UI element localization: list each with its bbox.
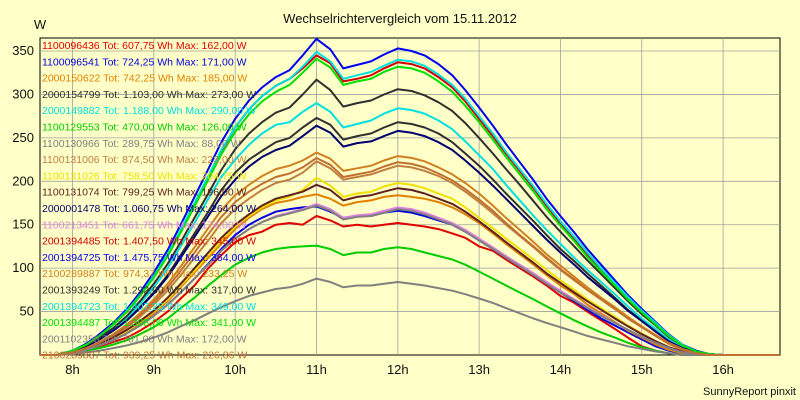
legend-entry: 2000149882 Tot: 1.188,00 Wh Max: 290,00 … — [42, 105, 256, 117]
legend-entry: 1100131006 Tot: 874,50 Wh Max: 223,00 W — [42, 154, 247, 166]
y-tick-label: 100 — [12, 260, 34, 275]
x-tick-label: 12h — [387, 362, 409, 377]
y-tick-label: 200 — [12, 173, 34, 188]
series-line-3 — [40, 193, 780, 356]
series-line-5 — [40, 102, 780, 356]
series-line-19 — [40, 204, 780, 356]
legend-entry: 1100096436 Tot: 607,75 Wh Max: 162,00 W — [42, 40, 247, 52]
legend-entry: 1100213451 Tot: 661,75 Wh Max: 174,00 W — [42, 219, 247, 231]
legend-entry: 1100131074 Tot: 799,25 Wh Max: 196,00 W — [42, 187, 247, 199]
chart-title: Wechselrichtervergleich vom 15.11.2012 — [283, 11, 517, 26]
y-tick-label: 250 — [12, 130, 34, 145]
legend-entry: 2100289887 Tot: 974,37 Wh Max: 233,25 W — [42, 268, 247, 280]
legend-entry: 2001102358 Tot: 701,00 Wh Max: 172,00 W — [42, 333, 247, 345]
legend-entry: 2000154799 Tot: 1.103,00 Wh Max: 273,00 … — [42, 89, 256, 101]
x-tick-label: 9h — [147, 362, 161, 377]
series-line-20 — [40, 157, 780, 356]
legend-entry: 2001393249 Tot: 1.292,00 Wh Max: 317,00 … — [42, 285, 256, 297]
x-tick-label: 8h — [65, 362, 79, 377]
y-tick-label: 150 — [12, 217, 34, 232]
series-line-11 — [40, 124, 780, 356]
x-tick-label: 14h — [550, 362, 572, 377]
y-tick-label: 350 — [12, 43, 34, 58]
series-line-7 — [40, 277, 780, 356]
y-tick-label: 300 — [12, 86, 34, 101]
footer-credit: SunnyReport pinxit — [703, 386, 796, 398]
plot-area: 50 100 150 200 250 300 350 8h 9h 10h 11h 12h 13h 14h 1… — [12, 37, 781, 377]
x-tick-label: 11h — [306, 362, 327, 377]
series-line-10 — [40, 183, 780, 356]
x-tick-label: 13h — [468, 362, 490, 377]
legend-entry: 2001394725 Tot: 1.475,75 Wh Max: 364,00 … — [42, 252, 256, 264]
series-line-18 — [40, 57, 780, 356]
legend-entry: 1100130966 Tot: 289,75 Wh Max: 88,00 W — [42, 138, 241, 150]
legend-entry: 1100096541 Tot: 724,25 Wh Max: 171,00 W — [42, 56, 247, 68]
legend-entry: 2000150622 Tot: 742,25 Wh Max: 185,00 W — [42, 73, 247, 85]
legend-entry: 1100129553 Tot: 470,00 Wh Max: 126,00 W — [42, 122, 247, 134]
y-axis-unit: W — [34, 17, 47, 32]
legend-entry: 1100131026 Tot: 758,50 Wh Max: 204,75 W — [42, 170, 247, 182]
legend-entry: 2001394723 Tot: 1.407,25 Wh Max: 349,00 … — [42, 301, 256, 313]
x-tick-label: 16h — [712, 362, 734, 377]
legend-entry: 2100289887 Tot: 939,25 Wh Max: 226,86 W — [42, 350, 247, 362]
y-tick-label: 50 — [20, 304, 34, 319]
x-tick-label: 10h — [224, 362, 246, 377]
legend-entry: 2000001478 Tot: 1.060,75 Wh Max: 264,00 … — [42, 203, 256, 215]
legend-entry: 2001394487 Tot: 1.398,00 Wh Max: 341,00 … — [42, 317, 256, 329]
x-tick-label: 15h — [631, 362, 653, 377]
legend-entry: 2001394485 Tot: 1.407,50 Wh Max: 345,00 … — [42, 236, 256, 248]
